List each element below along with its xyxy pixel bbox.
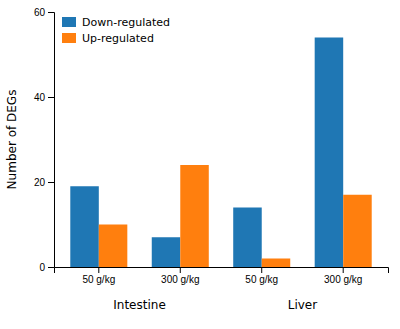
x-axis: 50 g/kg 300 g/kg 50 g/kg 300 g/kg (55, 267, 389, 285)
legend: Down-regulated Up-regulated (62, 16, 170, 45)
y-tick-label: 20 (34, 177, 46, 188)
y-tick-label: 40 (34, 92, 46, 103)
y-tick-mark (48, 97, 54, 98)
x-tick-mark (343, 267, 344, 273)
x-tick-label: 300 g/kg (324, 274, 362, 285)
x-axis-line (55, 268, 389, 274)
bar (70, 186, 99, 267)
bar (99, 225, 128, 268)
x-tick-mark (180, 267, 181, 273)
group-label: Intestine (113, 298, 166, 312)
series (99, 165, 372, 267)
series (70, 38, 343, 268)
y-axis: 0 20 40 60 (34, 7, 55, 273)
legend-item: Down-regulated (62, 16, 170, 29)
bars (70, 38, 371, 268)
legend-swatch (62, 17, 76, 27)
y-axis-title: Number of DEGs (5, 90, 19, 190)
chart: 50 g/kg 300 g/kg 50 g/kg 300 g/kg 0 20 40 60 Num… (0, 0, 400, 329)
x-tick-label: 50 g/kg (245, 274, 278, 285)
y-tick-mark (48, 12, 54, 13)
y-tick-mark (48, 182, 54, 183)
bar (262, 259, 291, 268)
y-tick-label: 0 (39, 262, 45, 273)
y-tick-label: 60 (34, 7, 46, 18)
y-tick: 60 (34, 7, 54, 18)
bar (152, 237, 181, 267)
legend-item: Up-regulated (62, 32, 154, 45)
group-label: Liver (288, 298, 318, 312)
bar (180, 165, 209, 267)
x-tick-mark (261, 267, 262, 273)
y-tick-mark (48, 267, 54, 268)
y-tick: 40 (34, 92, 54, 103)
y-tick: 20 (34, 177, 54, 188)
y-axis-line (48, 13, 55, 268)
x-tick: 300 g/kg (161, 267, 199, 285)
legend-label: Down-regulated (82, 16, 170, 29)
x-tick: 50 g/kg (245, 267, 278, 285)
x-tick-label: 300 g/kg (161, 274, 199, 285)
bar (315, 38, 344, 268)
bar (233, 208, 262, 268)
x-tick-label: 50 g/kg (82, 274, 115, 285)
x-tick-mark (98, 267, 99, 273)
x-tick: 300 g/kg (324, 267, 362, 285)
plot: 50 g/kg 300 g/kg 50 g/kg 300 g/kg 0 20 40 60 Num… (5, 7, 389, 312)
y-tick: 0 (39, 262, 54, 273)
legend-swatch (62, 33, 76, 43)
legend-label: Up-regulated (82, 32, 154, 45)
x-tick: 50 g/kg (82, 267, 115, 285)
bar (343, 195, 372, 267)
